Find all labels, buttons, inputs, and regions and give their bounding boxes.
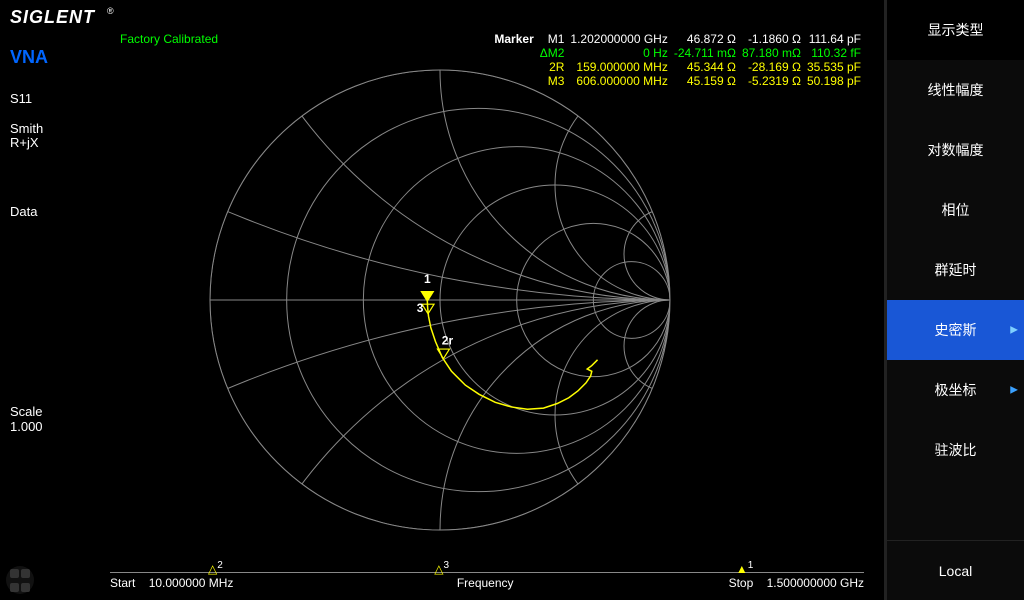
svg-text:2r: 2r <box>442 334 454 348</box>
smith-chart: 1 3 2r <box>180 60 700 540</box>
chevron-right-icon: ▶ <box>1010 325 1018 336</box>
format-label-2: R+jX <box>10 136 39 150</box>
softkey-item[interactable]: 群延时 <box>887 240 1024 300</box>
softkey-item[interactable]: 线性幅度 <box>887 60 1024 120</box>
svg-text:3: 3 <box>417 301 424 315</box>
softkey-local[interactable]: Local <box>887 540 1024 600</box>
scale-value: 1.000 <box>10 420 43 434</box>
softkey-item[interactable]: 史密斯▶ <box>887 300 1024 360</box>
softkey-item[interactable]: 对数幅度 <box>887 120 1024 180</box>
svg-text:SIGLENT: SIGLENT <box>10 7 96 27</box>
start-label: Start <box>110 576 135 590</box>
data-label: Data <box>10 205 37 219</box>
softkey-item[interactable]: 驻波比 <box>887 420 1024 480</box>
axis-center-label: Frequency <box>457 576 514 590</box>
stop-value: 1.500000000 GHz <box>767 576 864 590</box>
axis-marker-caret: △3 <box>434 560 449 576</box>
svg-text:1: 1 <box>424 272 431 286</box>
start-value: 10.000000 MHz <box>149 576 234 590</box>
mode-label: VNA <box>10 48 48 68</box>
chevron-right-icon: ▶ <box>1010 385 1018 396</box>
softkey-item[interactable]: 相位 <box>887 180 1024 240</box>
softkey-item[interactable]: 极坐标▶ <box>887 360 1024 420</box>
softkey-header: 显示类型 <box>887 0 1024 60</box>
brand-logo: SIGLENT ® <box>10 6 120 28</box>
s-param-label: S11 <box>10 92 32 106</box>
stop-label: Stop <box>729 576 754 590</box>
calibration-status: Factory Calibrated <box>120 32 218 46</box>
marker-row: MarkerM11.202000000 GHz46.872 Ω-1.1860 Ω… <box>491 32 864 46</box>
axis-marker-caret: ▲1 <box>736 560 753 576</box>
softkey-menu: 显示类型 线性幅度对数幅度相位群延时史密斯▶极坐标▶驻波比 Local <box>884 0 1024 600</box>
marker-row: ΔM20 Hz-24.711 mΩ87.180 mΩ110.32 fF <box>491 46 864 60</box>
axis-marker-caret: △2 <box>208 560 223 576</box>
layout-grid-icon[interactable] <box>6 566 34 594</box>
svg-text:®: ® <box>107 6 114 16</box>
scale-label: Scale <box>10 405 43 419</box>
frequency-axis: △2 △3 ▲1 Start 10.000000 MHz Frequency Sto… <box>110 558 864 588</box>
